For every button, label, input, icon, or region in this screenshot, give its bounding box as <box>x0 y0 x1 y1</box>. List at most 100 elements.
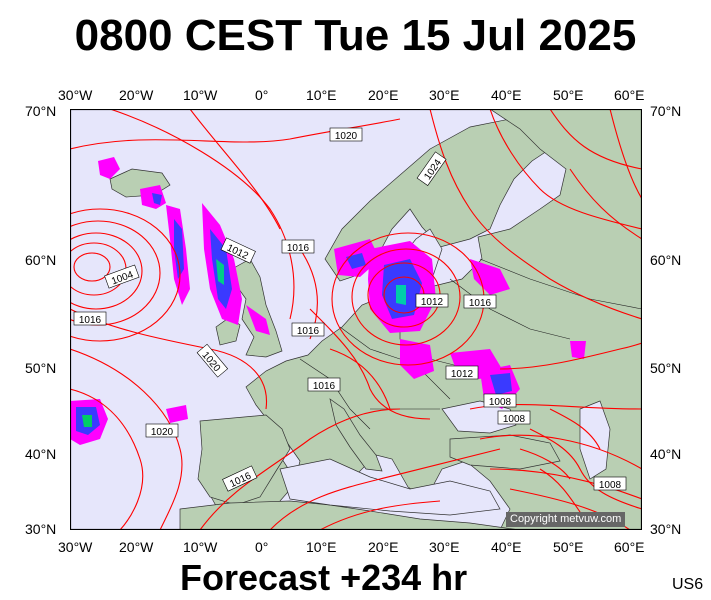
iberia-land <box>197 414 291 506</box>
isobar <box>70 388 144 530</box>
weather-map: 1020 1024 1012 1016 1004 1016 <box>70 109 642 530</box>
svg-text:1016: 1016 <box>469 298 492 309</box>
isobar-label: 1020 <box>145 423 179 438</box>
isobar <box>70 208 181 342</box>
lat-label-right: 60°N <box>650 252 682 268</box>
isobar <box>70 232 143 310</box>
lat-label-right: 40°N <box>650 446 682 462</box>
isobar-label: 1020 <box>329 127 363 142</box>
isobar <box>489 468 642 500</box>
isobar-label: 1008 <box>483 393 517 408</box>
isobar <box>70 348 183 530</box>
isobar <box>329 348 391 410</box>
isobar-label: 1016 <box>281 239 315 254</box>
precip-scotland-peak <box>216 259 224 285</box>
copyright-badge: Copyright metvuw.com <box>506 512 626 527</box>
isobar-label: 1016 <box>307 377 341 392</box>
britain-land <box>231 258 283 358</box>
scandinavia-land <box>324 118 551 282</box>
isobar <box>569 168 642 240</box>
isobar <box>479 434 642 470</box>
precip-baltic-peak <box>396 285 406 305</box>
isobar <box>351 248 461 346</box>
isobar <box>109 109 295 320</box>
lat-label-left: 40°N <box>25 446 57 462</box>
lon-label-bottom: 10°E <box>306 539 337 555</box>
lon-label-bottom: 40°E <box>491 539 522 555</box>
lat-label-left: 50°N <box>25 360 57 376</box>
product-code: US6 <box>672 576 704 593</box>
lon-label-top: 60°E <box>614 87 645 103</box>
map-frame <box>70 109 642 530</box>
isobar-label: 1012 <box>415 293 449 308</box>
lon-label-top: 50°E <box>553 87 584 103</box>
precip-atlantic-band-core <box>174 219 184 279</box>
svg-text:1016: 1016 <box>313 381 336 392</box>
isobar-label: 1008 <box>497 410 531 425</box>
isobar-label: 1016 <box>463 294 497 309</box>
lat-label-right: 30°N <box>650 521 682 537</box>
precip-iceland <box>98 157 120 179</box>
svg-text:1016: 1016 <box>297 326 320 337</box>
precip-iberia-north <box>166 405 188 423</box>
isobar-label: 1016 <box>73 311 107 326</box>
black-sea <box>441 400 517 434</box>
lat-label-left: 60°N <box>25 252 57 268</box>
precip-norway-core <box>346 253 366 269</box>
lon-label-top: 30°W <box>58 87 93 103</box>
svg-text:1016: 1016 <box>287 243 310 254</box>
precip-atlantic-west-peak <box>82 415 92 427</box>
svg-text:1020: 1020 <box>335 131 358 142</box>
isobar <box>609 109 642 200</box>
isobar <box>199 408 401 530</box>
lat-label-right: 70°N <box>650 103 682 119</box>
precip-central-europe <box>400 339 434 379</box>
precip-iceland-east-core <box>152 193 162 205</box>
svg-text:1016: 1016 <box>79 315 102 326</box>
precip-caucasus-core <box>490 373 512 395</box>
turkey-land <box>449 434 561 470</box>
lon-label-bottom: 20°W <box>119 539 154 555</box>
forecast-label: Forecast +234 hr <box>180 557 468 598</box>
lon-label-bottom: 50°E <box>553 539 584 555</box>
isobar <box>499 342 642 370</box>
mediterranean-sea <box>279 458 501 516</box>
lon-label-bottom: 30°E <box>429 539 460 555</box>
lon-label-bottom: 0° <box>255 539 269 555</box>
isobar <box>309 308 431 420</box>
lat-label-left: 70°N <box>25 103 57 119</box>
svg-text:1012: 1012 <box>451 369 474 380</box>
precipitation-group <box>70 157 586 445</box>
isobar <box>539 468 583 516</box>
lon-label-top: 40°E <box>491 87 522 103</box>
svg-text:1008: 1008 <box>489 397 512 408</box>
isobar <box>519 448 571 480</box>
lon-label-bottom: 10°W <box>183 539 218 555</box>
africa-land <box>179 500 521 530</box>
precip-scotland-tail <box>246 305 270 335</box>
lon-label-top: 0° <box>255 87 269 103</box>
isobar-label: 1012 <box>445 365 479 380</box>
isobar-label: 1016 <box>291 322 325 337</box>
isobar <box>429 109 642 320</box>
svg-text:1020: 1020 <box>151 427 174 438</box>
lon-label-top: 10°E <box>306 87 337 103</box>
lon-label-top: 20°E <box>368 87 399 103</box>
italy-land <box>329 398 383 472</box>
isobar <box>189 109 281 230</box>
lon-label-top: 20°W <box>119 87 154 103</box>
isobar <box>489 109 642 230</box>
lon-label-top: 30°E <box>429 87 460 103</box>
lon-label-bottom: 30°W <box>58 539 93 555</box>
lon-label-bottom: 60°E <box>614 539 645 555</box>
lat-label-right: 50°N <box>650 360 682 376</box>
isobar <box>319 500 441 530</box>
isobar <box>70 118 401 150</box>
map-title: 0800 CEST Tue 15 Jul 2025 <box>74 11 637 60</box>
isobar-label: 1008 <box>593 476 627 491</box>
lat-label-left: 30°N <box>25 521 57 537</box>
isobar <box>73 252 111 282</box>
isobar <box>529 428 642 510</box>
landmass-group <box>109 109 642 530</box>
precip-east <box>570 341 586 359</box>
